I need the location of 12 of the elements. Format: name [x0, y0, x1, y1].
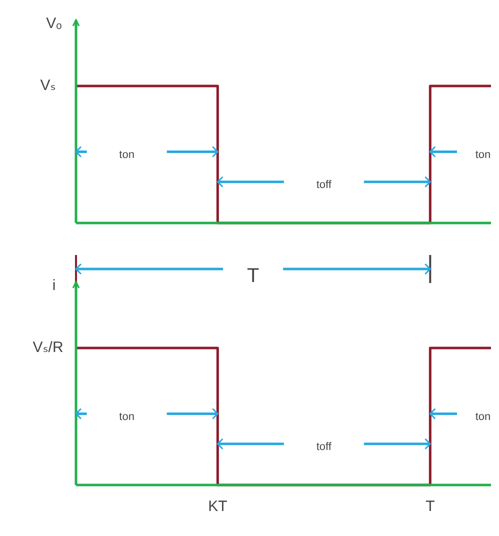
x-tick-label: KT [208, 498, 228, 515]
annotation: toff [316, 178, 332, 191]
y-axis-title: i [52, 276, 56, 294]
y-axis-title: Vₒ [46, 14, 62, 32]
annotation: ton [475, 410, 491, 423]
annotation: ton [475, 148, 491, 161]
annotation: toff [316, 440, 332, 453]
text: Vₛ [40, 76, 56, 94]
text: Vₛ/R [32, 338, 64, 356]
annotation: ton [119, 148, 134, 161]
text: T [246, 265, 260, 288]
annotation: ton [119, 410, 134, 423]
